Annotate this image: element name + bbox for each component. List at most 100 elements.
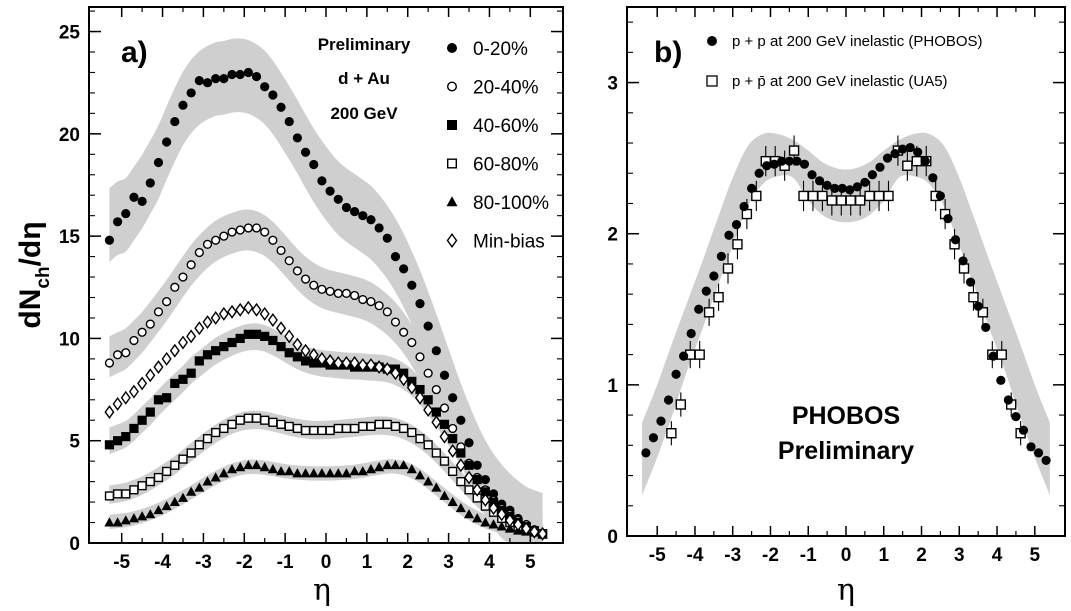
data-point: [448, 393, 458, 403]
data-point: [300, 468, 311, 478]
data-point: [121, 348, 131, 358]
data-point: [113, 489, 123, 499]
data-point: [415, 384, 425, 395]
data-point: [292, 423, 302, 434]
data-point: [316, 351, 327, 366]
data-point: [390, 317, 401, 327]
data-point: [170, 116, 180, 127]
data-point: [496, 507, 507, 522]
legend-label: Min-bias: [473, 232, 545, 253]
data-point: [439, 370, 450, 380]
data-point: [104, 235, 115, 245]
data-point: [170, 282, 180, 292]
data-point: [496, 521, 507, 531]
y-tick-label: 25: [59, 23, 81, 44]
data-point: [145, 477, 155, 487]
panel-label-a: a): [121, 36, 148, 69]
data-point: [129, 335, 139, 346]
data-point: [1033, 448, 1044, 458]
legend-marker-pp: [707, 36, 717, 46]
y-tick-label: 0: [69, 534, 80, 555]
data-point: [341, 468, 352, 478]
data-point: [423, 321, 433, 331]
data-point: [292, 133, 302, 143]
data-point: [170, 460, 180, 470]
data-point: [219, 231, 229, 241]
annotation-energy: 200 GeV: [330, 104, 398, 123]
data-point: [472, 474, 482, 485]
data-point: [112, 396, 123, 411]
data-point: [968, 291, 979, 303]
data-point: [284, 329, 295, 344]
data-point: [464, 470, 475, 485]
x-tick-label: 0: [841, 545, 852, 566]
data-point: [177, 335, 188, 350]
data-point: [251, 302, 262, 317]
data-point: [448, 423, 458, 434]
data-point: [1018, 425, 1029, 435]
legend-label: 80-100%: [473, 193, 549, 214]
data-point: [732, 239, 743, 250]
data-point: [382, 233, 392, 243]
data-point: [235, 302, 246, 317]
data-point: [153, 472, 164, 483]
annotation-dau: d + Au: [338, 69, 390, 88]
data-point: [300, 425, 311, 436]
y-axis-title-main: dN: [14, 289, 47, 329]
data-point: [292, 266, 302, 276]
data-point: [762, 161, 772, 171]
data-point: [739, 201, 749, 212]
panel-b: -5 -4 -3 -2 -1 0 1 2 3 4 5 0 1 2 3 b) p + p at 200 Ge…: [607, 6, 1066, 608]
data-point: [374, 301, 384, 311]
data-point: [104, 491, 115, 501]
legend-marker-ppbar: [706, 75, 718, 87]
data-point: [251, 223, 262, 233]
data-point: [374, 360, 385, 375]
band-60-80%: [109, 410, 543, 541]
data-point: [292, 468, 303, 478]
data-point: [456, 477, 466, 487]
data-point: [145, 407, 155, 417]
data-point: [365, 464, 377, 474]
data-point: [292, 337, 303, 352]
data-point: [350, 423, 360, 434]
data-point: [826, 195, 838, 206]
data-point: [366, 215, 376, 225]
x-tick-label: 3: [443, 552, 454, 573]
data-point: [423, 403, 434, 417]
data-point: [137, 196, 147, 206]
data-point: [284, 466, 295, 476]
x-axis-title: η: [837, 573, 855, 608]
data-point: [202, 350, 213, 360]
data-point: [973, 301, 983, 311]
data-point: [186, 260, 196, 270]
data-point: [145, 178, 155, 188]
data-point: [210, 311, 221, 325]
data-point: [731, 220, 742, 230]
x-tick-label: -4: [154, 552, 171, 573]
data-point: [276, 102, 286, 112]
data-point: [284, 116, 294, 127]
data-point: [210, 472, 221, 482]
data-point: [276, 419, 286, 429]
data-point: [928, 173, 938, 183]
y-tick-label: 5: [69, 432, 80, 453]
data-point: [504, 513, 515, 528]
data-point: [333, 194, 343, 204]
data-point: [350, 206, 360, 217]
data-point: [202, 434, 213, 444]
data-point: [300, 147, 311, 157]
data-point: [423, 395, 433, 405]
data-point: [325, 353, 336, 368]
data-point: [529, 524, 540, 539]
data-point: [455, 458, 466, 473]
data-point: [414, 470, 426, 480]
data-point: [852, 182, 862, 192]
data-point: [284, 421, 294, 431]
data-point: [153, 157, 164, 168]
panel-a: -5 -4 -3 -2 -1 0 1 2 3 4 5 0 5 10 15 20 25 a) Prelimina…: [14, 6, 564, 608]
x-tick-label: -1: [277, 552, 294, 573]
data-point: [431, 407, 441, 417]
data-point: [113, 217, 123, 227]
data-point: [243, 300, 254, 315]
